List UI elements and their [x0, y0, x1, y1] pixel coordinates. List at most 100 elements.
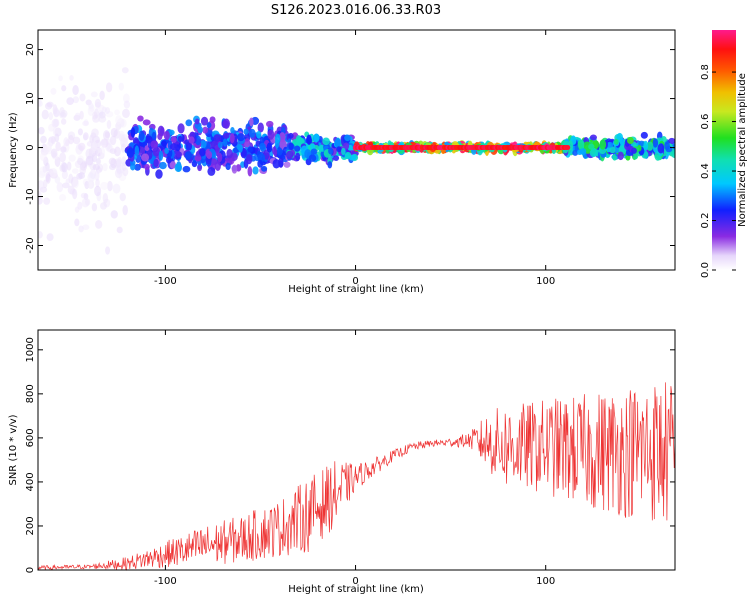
spectrogram-cell	[152, 146, 161, 157]
spectrogram-cell	[100, 181, 109, 190]
colorbar-ticks: 0.0 0.2 0.4 0.6 0.8	[700, 64, 736, 278]
spectrogram-cell	[56, 182, 64, 193]
y-tick-label: 0	[25, 144, 36, 150]
spectrogram-cell	[50, 148, 58, 158]
spectrogram-cell	[646, 141, 654, 152]
spectrogram-cell	[134, 145, 140, 157]
spectrogram-cell	[59, 152, 66, 163]
spectrogram-cell	[643, 140, 649, 151]
spectrogram-cell	[217, 152, 223, 163]
spectrogram-cell	[107, 180, 113, 192]
spectrogram-cell	[619, 138, 625, 145]
spectrogram-cell	[66, 97, 74, 106]
spectrogram-cell	[53, 118, 60, 128]
spectrogram-cell	[138, 130, 145, 141]
spectrogram-cell	[214, 161, 221, 171]
spectrogram-cell	[90, 132, 97, 139]
spectrogram-cell	[257, 122, 264, 133]
spectrogram-cell	[252, 166, 259, 175]
spectrogram-cell	[53, 107, 60, 118]
spectrogram-cell	[267, 129, 275, 140]
spectrogram-cell	[51, 135, 56, 145]
spectrogram-cell	[589, 147, 598, 158]
spectrogram-cell	[322, 137, 330, 146]
spectrogram-cell	[42, 165, 48, 173]
spectrogram-cell	[112, 183, 121, 194]
spectrogram-cell	[163, 130, 170, 141]
spectrogram-cell	[119, 192, 126, 202]
spectrogram-cell	[78, 142, 86, 151]
colorbar-gradient	[712, 30, 736, 270]
spectrogram-cell	[61, 170, 68, 180]
spectrogram-cell	[61, 162, 68, 173]
spectrogram-cell	[38, 126, 45, 135]
spectrogram-cell	[122, 167, 129, 177]
spectrogram-cell	[116, 226, 123, 234]
spectrogram-cell	[92, 164, 100, 171]
y-tick-label: 200	[25, 516, 36, 535]
spectrogram-cell	[48, 112, 54, 121]
spectrogram-cell	[285, 150, 294, 160]
spectrogram-cell	[121, 67, 129, 74]
spectrogram-cell	[54, 133, 60, 143]
spectrogram-cell	[230, 127, 235, 134]
spectrogram-cell	[222, 132, 230, 139]
colorbar-tick-label: 0.8	[700, 64, 711, 80]
spectrogram-cell	[40, 135, 47, 144]
spectrogram-cell	[260, 165, 268, 172]
spectrogram-cell	[82, 132, 89, 141]
spectrogram-cell	[68, 134, 74, 145]
spectrogram-cell	[123, 100, 131, 109]
spectrogram-cell	[195, 135, 202, 146]
spectrogram-cell	[72, 85, 79, 96]
spectrogram-ylabel: Frequency (Hz)	[8, 112, 19, 188]
spectrogram-cell	[141, 153, 150, 162]
spectrogram-cell	[283, 161, 291, 168]
spectrogram-cell	[577, 139, 585, 150]
spectrogram-cell	[640, 131, 648, 139]
spectrogram-cell	[177, 135, 183, 143]
spectrogram-cell	[121, 156, 127, 167]
spectrogram-cell	[41, 109, 49, 120]
spectrogram-cell	[229, 133, 235, 144]
snr-ylabel: SNR (10 * v/v)	[8, 414, 19, 485]
spectrogram-cell	[306, 134, 312, 145]
spectrogram-cell	[197, 126, 203, 134]
figure-title: S126.2023.016.06.33.R03	[271, 3, 441, 18]
y-tick-label: 10	[25, 92, 36, 105]
colorbar-tick-label: 0.0	[700, 262, 711, 278]
spectrogram-cell	[249, 117, 254, 127]
spectrogram-cell	[308, 154, 317, 162]
spectrogram-cell	[182, 165, 191, 173]
spectrogram-cell	[122, 93, 130, 104]
spectrogram-cell	[206, 150, 213, 159]
spectrogram-cell	[79, 162, 88, 171]
spectrogram-cell	[200, 116, 209, 126]
spectrogram-cell	[65, 178, 71, 185]
spectrogram-cell	[184, 151, 193, 160]
spectrogram-cell	[238, 144, 243, 153]
spectrogram-cell	[46, 101, 54, 108]
spectrogram-cell	[67, 185, 75, 195]
spectrogram-cell	[333, 155, 340, 162]
spectrogram-cell	[109, 148, 117, 154]
spectrogram-xlabel: Height of straight line (km)	[288, 284, 424, 295]
spectrogram-cell	[54, 176, 61, 184]
spectrogram-cell	[213, 134, 222, 142]
spectrogram-cell	[313, 133, 320, 143]
spectrogram-cell	[170, 136, 177, 144]
spectrogram-cell	[104, 107, 111, 114]
spectrogram-cell	[336, 146, 342, 153]
spectrogram-cell	[108, 157, 117, 166]
spectrogram-cell	[46, 233, 54, 241]
spectrogram-cell	[100, 202, 107, 210]
spectrogram-cell	[169, 161, 177, 169]
spectrogram-cell	[225, 162, 231, 171]
spectrogram-cell	[668, 137, 675, 145]
spectrogram-cell	[80, 192, 88, 199]
spectrogram-cell	[134, 163, 141, 171]
snr-series-line	[37, 382, 676, 571]
